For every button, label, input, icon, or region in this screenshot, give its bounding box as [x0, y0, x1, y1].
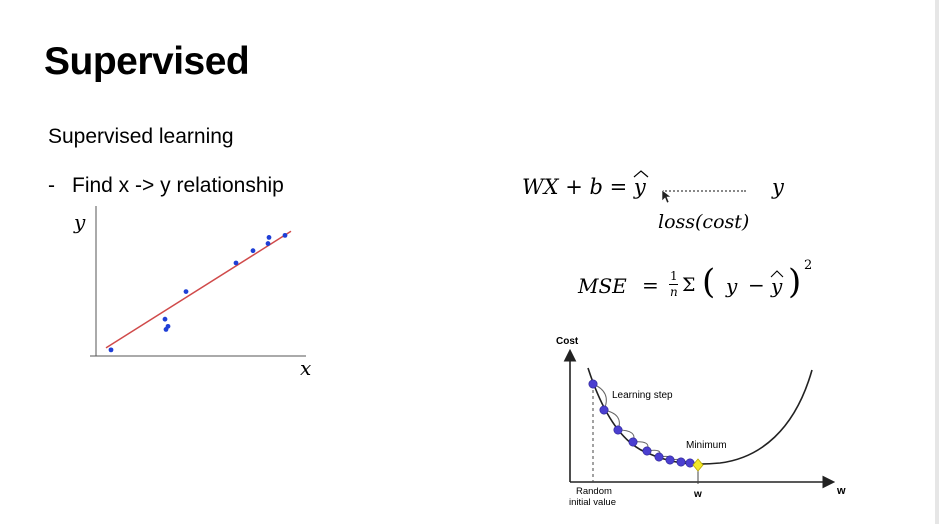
- loss-dotted-line: [662, 190, 746, 192]
- hat-icon: [633, 170, 649, 178]
- scatter-point: [165, 323, 171, 329]
- mse-frac-den: n: [670, 285, 678, 299]
- mse-equation: MSE = 1 n Σ ( y − y ) 2: [578, 258, 818, 310]
- hypothesis-yhat: y: [633, 170, 649, 199]
- scatter-point: [233, 260, 239, 266]
- target-y: y: [772, 175, 784, 199]
- mse-equals: =: [642, 273, 659, 297]
- scatter-point: [108, 347, 114, 353]
- mse-close-paren: ): [788, 262, 802, 302]
- gd-step-points: [588, 379, 695, 468]
- hat-icon: [770, 270, 784, 278]
- mouse-cursor-icon: [661, 189, 672, 204]
- mse-open-paren: (: [702, 262, 716, 302]
- bullet-marker: -: [48, 174, 55, 197]
- mse-minus: −: [748, 273, 765, 297]
- scatter-point: [282, 232, 288, 238]
- scatter-point: [162, 316, 168, 322]
- mse-sigma: Σ: [682, 274, 696, 296]
- scatter-point: [250, 248, 256, 254]
- loss-label: loss(cost): [658, 211, 750, 233]
- gd-cost-label: Cost: [556, 336, 579, 347]
- gd-minimum-label: Minimum: [686, 440, 727, 451]
- gd-w-axis-label: w: [836, 485, 846, 497]
- gd-w-tick-label: w: [693, 489, 702, 500]
- gd-initial-value-label: initial value: [569, 497, 616, 508]
- mse-lhs: MSE: [578, 274, 627, 298]
- scatter-x-label: x: [300, 356, 311, 380]
- mse-yhat: y: [771, 274, 783, 298]
- scatter-y-label: y: [73, 210, 86, 234]
- gd-learning-step-label: Learning step: [612, 390, 673, 401]
- scatter-trendline: [105, 230, 292, 349]
- scatter-point: [183, 289, 189, 294]
- slide-title: Supervised: [44, 40, 250, 83]
- mse-y: y: [726, 274, 738, 298]
- mse-exponent: 2: [804, 258, 813, 273]
- scatter-point: [265, 241, 271, 246]
- hypothesis-lhs: WX + b =: [522, 175, 634, 199]
- gd-random-label: Random: [576, 486, 612, 497]
- hypothesis-equation: WX + b = y: [522, 170, 649, 199]
- scatter-point: [266, 235, 272, 240]
- slide-subtitle: Supervised learning: [48, 125, 234, 148]
- mse-frac-bar: [669, 284, 678, 285]
- bullet-item: - Find x -> y relationship: [48, 174, 284, 198]
- window-edge: [935, 0, 939, 524]
- gd-minimum-point: [692, 458, 704, 472]
- bullet-text: Find x -> y relationship: [72, 174, 284, 197]
- mse-frac-num: 1: [670, 269, 678, 283]
